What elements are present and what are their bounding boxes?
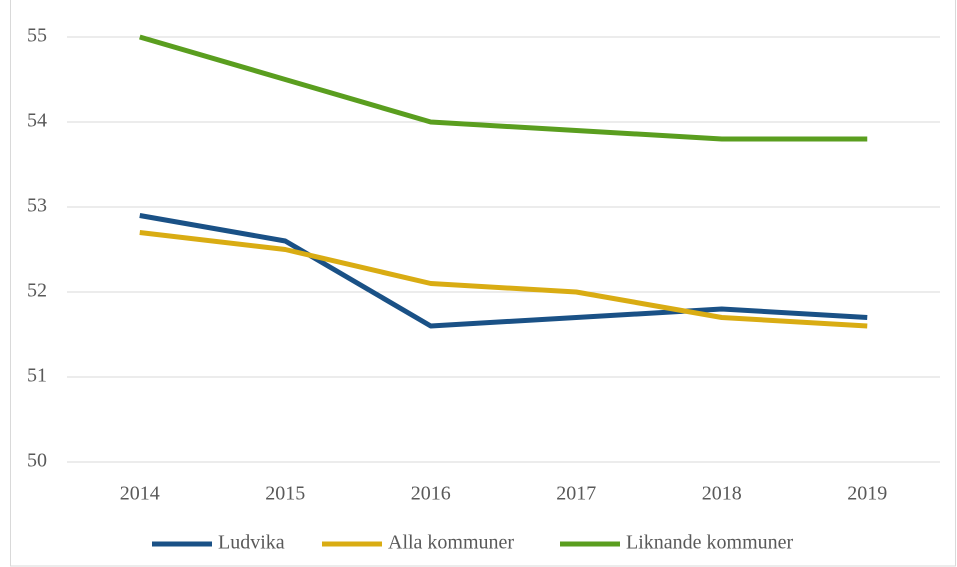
- x-tick-label: 2018: [702, 483, 742, 505]
- legend-label: Alla kommuner: [388, 532, 514, 554]
- legend-label: Ludvika: [218, 532, 285, 554]
- series-line: [139, 213, 868, 329]
- x-tick-label: 2017: [556, 483, 596, 505]
- chart-frame: [10, 0, 956, 567]
- y-tick-label: 54: [27, 110, 47, 132]
- y-tick-label: 52: [27, 280, 47, 302]
- legend-label: Liknande kommuner: [626, 532, 794, 554]
- x-tick-label: 2019: [847, 483, 887, 505]
- y-tick-label: 53: [27, 195, 47, 217]
- y-tick-label: 50: [27, 450, 47, 472]
- series-line: [139, 230, 868, 329]
- x-tick-label: 2014: [120, 483, 160, 505]
- y-tick-label: 55: [27, 25, 47, 47]
- y-tick-label: 51: [27, 365, 47, 387]
- x-tick-label: 2015: [265, 483, 305, 505]
- series-line: [139, 34, 868, 142]
- x-tick-label: 2016: [411, 483, 451, 505]
